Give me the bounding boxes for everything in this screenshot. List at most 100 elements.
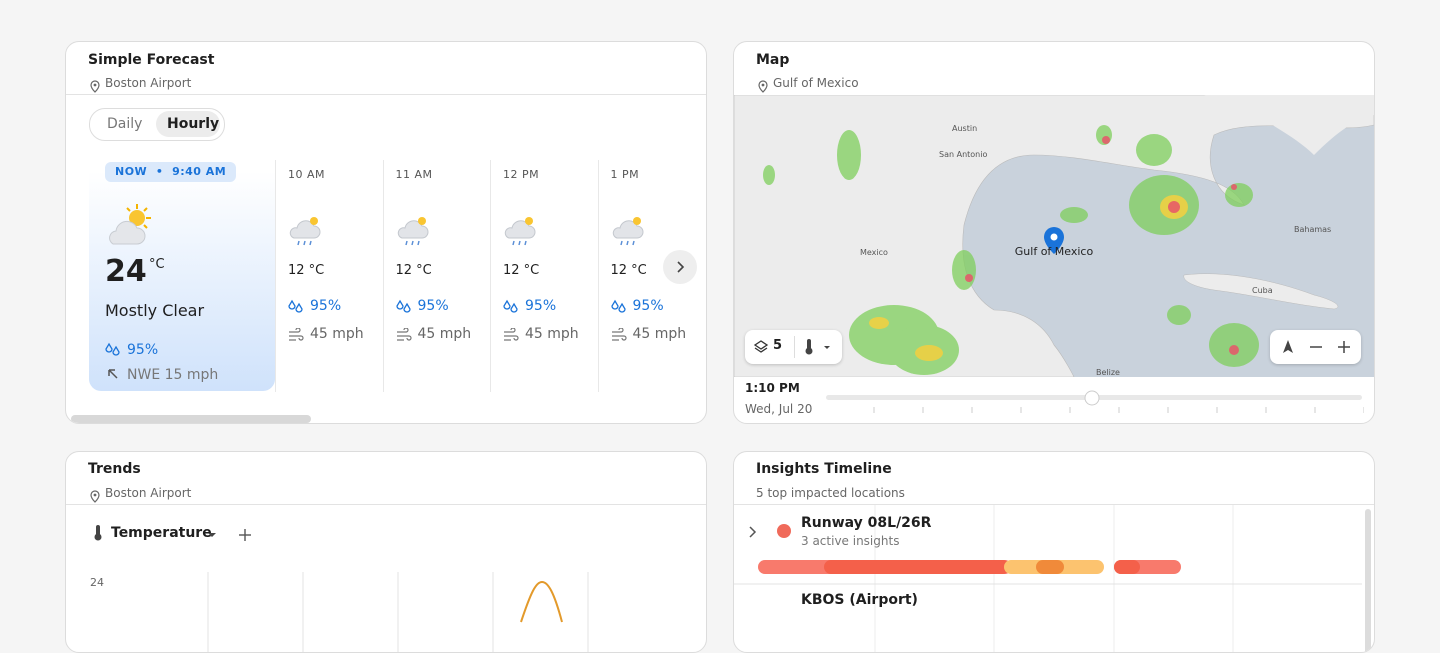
now-condition: Mostly Clear (105, 301, 205, 320)
zoom-icons[interactable] (1270, 330, 1361, 364)
card-title: Simple Forecast (88, 52, 215, 68)
thermometer-icon (94, 525, 102, 541)
metric-select[interactable]: Temperature (111, 525, 212, 541)
zoom-controls (1270, 330, 1361, 364)
weather-icon (504, 217, 536, 246)
divider (734, 504, 1374, 505)
hour-column: 1 PM 12 °C 95% 45 mph (597, 160, 706, 392)
layers-icon[interactable] (753, 339, 769, 355)
now-time: 9:40 AM (172, 165, 227, 178)
tab-group (89, 108, 225, 141)
hour-temperature: 12 °C (288, 263, 325, 278)
now-panel (89, 160, 275, 391)
divider (66, 504, 706, 505)
hour-column: 10 AM 12 °C 95% 45 mph (275, 160, 383, 392)
divider (66, 94, 706, 95)
hour-column: 12 PM 12 °C 95% 45 mph (490, 160, 598, 392)
insight-bar (1036, 560, 1064, 574)
wind-icon (611, 328, 627, 341)
hour-time: 10 AM (288, 168, 326, 181)
place-label: Austin (952, 124, 977, 133)
drops-icon (610, 299, 626, 313)
pin-icon (90, 490, 100, 503)
trend-chart (207, 572, 589, 652)
map[interactable]: Gulf of Mexico Austin San Antonio Mexico… (734, 95, 1374, 377)
wind-icon (396, 328, 412, 341)
thermometer-dropdown[interactable] (803, 338, 835, 356)
separator (794, 336, 795, 358)
layers-count[interactable]: 5 (773, 338, 783, 353)
place-label: Belize (1096, 368, 1120, 377)
hour-wind: 45 mph (525, 326, 579, 342)
card-title: Map (756, 52, 790, 68)
tab-daily[interactable]: Daily (107, 116, 143, 132)
hour-precipitation: 95% (632, 298, 664, 314)
drops-icon (395, 299, 411, 313)
card-title: Trends (88, 461, 141, 477)
grid-lines (207, 572, 589, 652)
card-location: Boston Airport (105, 486, 192, 500)
map-card: Map Gulf of Mexico Gulf of Mexico Austin… (733, 41, 1375, 424)
land (1204, 95, 1374, 155)
hour-time: 12 PM (503, 168, 540, 181)
hour-wind: 45 mph (632, 326, 687, 342)
insights-card: Insights Timeline 5 top impacted locatio… (733, 451, 1375, 653)
drops-icon (503, 299, 518, 313)
hour-wind: 45 mph (417, 326, 472, 342)
next-button[interactable] (663, 250, 697, 284)
row-detail: 3 active insights (801, 534, 900, 548)
pin-icon (90, 80, 100, 93)
place-label: San Antonio (939, 150, 987, 159)
trends-card: Trends Boston Airport Temperature 24 (65, 451, 707, 653)
slider-knob[interactable] (1084, 390, 1100, 406)
hour-precipitation: 95% (417, 298, 449, 314)
metric-controls[interactable] (206, 528, 256, 544)
card-location: Gulf of Mexico (773, 76, 859, 90)
hour-time: 11 AM (395, 168, 433, 181)
map-date: Wed, Jul 20 (745, 402, 813, 416)
card-location: Boston Airport (105, 76, 192, 90)
tab-hourly[interactable]: Hourly (167, 116, 220, 132)
hour-temperature: 12 °C (395, 263, 432, 278)
place-label: Cuba (1252, 286, 1273, 295)
insight-bar (824, 560, 1010, 574)
weather-icon (289, 217, 321, 246)
page: Simple Forecast Boston Airport Daily Hou… (65, 41, 1375, 653)
island (1183, 273, 1339, 310)
wind-icon (289, 328, 304, 341)
hour-time: 1 PM (610, 168, 640, 181)
radar-severe (965, 136, 1239, 355)
card-title: Insights Timeline (756, 461, 892, 477)
expand-chevron[interactable] (749, 526, 757, 538)
forecast-card: Simple Forecast Boston Airport Daily Hou… (65, 41, 707, 424)
row-name[interactable]: Runway 08L/26R (801, 515, 932, 531)
hour-wind: 45 mph (310, 326, 364, 342)
map-time: 1:10 PM (745, 381, 800, 395)
time-slider[interactable] (824, 390, 1364, 418)
now-wind: NWE 15 mph (127, 367, 219, 383)
place-label: Mexico (860, 248, 888, 257)
hour-precipitation: 95% (525, 298, 557, 314)
axis-label: 24 (90, 576, 104, 589)
now-precipitation: 95% (127, 342, 159, 358)
pin-label: Gulf of Mexico (1015, 245, 1094, 258)
weather-icon (397, 217, 428, 246)
trend-line (520, 580, 563, 623)
hour-column: 11 AM 12 °C 95% 45 mph (382, 160, 491, 392)
scrollbar[interactable] (71, 415, 311, 423)
drops-icon (288, 299, 303, 313)
row-name[interactable]: KBOS (Airport) (801, 592, 918, 608)
place-label: Bahamas (1294, 225, 1331, 234)
now-temperature: 24 (105, 254, 147, 289)
alert-icon (777, 524, 791, 538)
hour-temperature: 12 °C (610, 263, 647, 278)
layer-controls: 5 (745, 330, 842, 364)
hour-precipitation: 95% (310, 298, 342, 314)
sun-cloud-icon (109, 204, 151, 245)
map-pin-dot (1050, 233, 1058, 241)
wind-icon (504, 328, 519, 341)
insight-bar (1114, 560, 1140, 574)
scrollbar[interactable] (1365, 509, 1371, 653)
wind-arrow (108, 369, 118, 379)
pin-icon (758, 80, 768, 93)
